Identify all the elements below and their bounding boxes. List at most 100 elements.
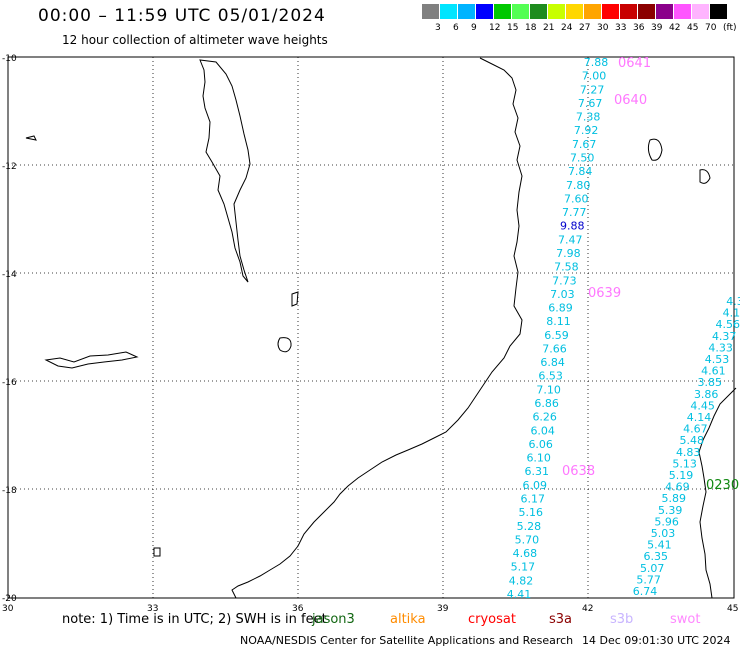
- wave-height-value: 4.83: [676, 446, 701, 459]
- lon-label: 33: [147, 604, 158, 614]
- wave-height-value: 7.58: [554, 261, 579, 274]
- pass-time-label: 0640: [614, 93, 647, 108]
- inland-lake-small: [291, 291, 299, 307]
- pass-time-label: 0230: [706, 478, 739, 493]
- wave-height-value: 5.96: [654, 515, 679, 528]
- mission-s3b: s3b: [610, 612, 634, 627]
- wave-height-value: 5.17: [511, 561, 536, 574]
- wave-height-value: 4.67: [683, 423, 708, 436]
- wave-height-value: 6.53: [538, 370, 563, 383]
- comoros-island: [699, 169, 711, 184]
- wave-height-value: 5.16: [519, 506, 544, 519]
- pass-labels: 0641 0640 0639 0638 0230: [562, 56, 739, 493]
- wave-height-value: 6.84: [540, 356, 565, 369]
- wave-height-value: 5.19: [669, 469, 694, 482]
- pass-time-label: 0638: [562, 464, 595, 479]
- colorbar-label: 33: [615, 23, 627, 33]
- altimeter-track-a: 7.887.007.277.677.387.927.677.507.847.80…: [507, 56, 609, 601]
- colorbar-swatch: [566, 4, 583, 19]
- wave-height-value: 7.10: [536, 383, 561, 396]
- colorbar-swatch: [710, 4, 727, 19]
- wave-height-value: 4.37: [712, 330, 737, 343]
- wave-height-value: 7.38: [576, 111, 601, 124]
- colorbar-label: 45: [687, 23, 699, 33]
- wave-height-value: 6.59: [544, 329, 569, 342]
- wave-height-value: 7.50: [570, 152, 595, 165]
- lon-label: 36: [292, 604, 304, 614]
- wave-height-value: 5.28: [517, 520, 542, 533]
- wave-height-value: 4.69: [665, 481, 690, 494]
- footer-note: note: 1) Time is in UTC; 2) SWH is in fe…: [62, 612, 327, 627]
- colorbar-swatch: [584, 4, 601, 19]
- wave-height-value: 6.31: [525, 465, 550, 478]
- graticule: [8, 57, 734, 598]
- wave-height-value: 4.45: [690, 399, 715, 412]
- wave-height-value: 6.09: [523, 479, 548, 492]
- colorbar-swatch: [440, 4, 457, 19]
- wave-height-value: 5.89: [662, 492, 687, 505]
- lat-label: -12: [2, 162, 17, 172]
- colorbar-label: 70: [705, 23, 717, 33]
- wave-height-value: 7.00: [582, 70, 607, 83]
- coastline-mozambique: [231, 57, 523, 599]
- wave-height-value: 7.67: [572, 138, 597, 151]
- altimeter-track-b: 6.745.775.076.355.415.035.965.395.894.69…: [633, 295, 740, 598]
- colorbar-swatch: [602, 4, 619, 19]
- lat-label: -10: [2, 54, 17, 64]
- wave-height-value: 5.41: [647, 539, 672, 552]
- lake-kariba-outline: [44, 351, 139, 369]
- colorbar-label: 18: [525, 23, 537, 33]
- lon-label: 45: [727, 604, 738, 614]
- colorbar-label: 9: [471, 23, 477, 33]
- creation-timestamp: 14 Dec 09:01:30 UTC 2024: [582, 634, 731, 647]
- wave-height-value: 4.14: [687, 411, 712, 424]
- map-title: 00:00 – 11:59 UTC 05/01/2024: [38, 6, 326, 26]
- inland-lake-small: [153, 547, 161, 557]
- axis-labels: 30 33 36 39 42 45 -10 -12 -14 -16 -18 -2…: [2, 54, 738, 614]
- wave-height-value: 7.03: [550, 288, 575, 301]
- wave-height-value: 7.88: [584, 56, 609, 69]
- wave-height-value: 5.39: [658, 504, 683, 517]
- colorbar-swatch: [548, 4, 565, 19]
- colorbar-swatch: [638, 4, 655, 19]
- wave-height-value: 4.61: [701, 365, 726, 378]
- map-subtitle: 12 hour collection of altimeter wave hei…: [62, 33, 328, 47]
- mayotte-island: [647, 138, 663, 161]
- wave-height-value: 7.47: [558, 233, 583, 246]
- wave-height-value: 7.84: [568, 165, 593, 178]
- wave-height-value: 5.48: [680, 434, 705, 447]
- wave-height-value: 4.41: [507, 588, 532, 601]
- wave-height-value: 6.06: [528, 438, 553, 451]
- colorbar-swatch: [494, 4, 511, 19]
- wave-height-value: 4.3: [726, 295, 740, 308]
- colorbar-label: 42: [669, 23, 681, 33]
- wave-height-value: 3.85: [698, 376, 723, 389]
- wave-height-value: 7.77: [562, 206, 587, 219]
- wave-height-value: 9.88: [560, 220, 585, 233]
- wave-height-value: 4.56: [716, 318, 740, 331]
- colorbar-label: 36: [633, 23, 645, 33]
- wave-height-value: 7.66: [542, 343, 567, 356]
- pass-time-label: 0639: [588, 286, 621, 301]
- pass-time-label: 0641: [618, 56, 651, 71]
- credit-line: NOAA/NESDIS Center for Satellite Applica…: [240, 634, 574, 647]
- wave-height-value: 7.92: [574, 124, 599, 137]
- wave-height-value: 7.27: [580, 83, 605, 96]
- colorbar-label: 6: [453, 23, 459, 33]
- wave-height-value: 6.17: [521, 493, 546, 506]
- colorbar-swatch: [620, 4, 637, 19]
- lat-label: -14: [2, 270, 17, 280]
- colorbar-label: 15: [507, 23, 519, 33]
- lat-label: -16: [2, 378, 17, 388]
- colorbar-label: 39: [651, 23, 663, 33]
- colorbar-swatch: [512, 4, 529, 19]
- map-frame: [7, 56, 735, 599]
- colorbar-swatch: [458, 4, 475, 19]
- colorbar-label: 27: [579, 23, 591, 33]
- wave-height-value: 5.03: [651, 527, 676, 540]
- mission-swot: swot: [670, 612, 701, 627]
- lon-label: 39: [437, 604, 449, 614]
- lon-label: 30: [2, 604, 14, 614]
- wave-height-value: 5.70: [515, 533, 540, 546]
